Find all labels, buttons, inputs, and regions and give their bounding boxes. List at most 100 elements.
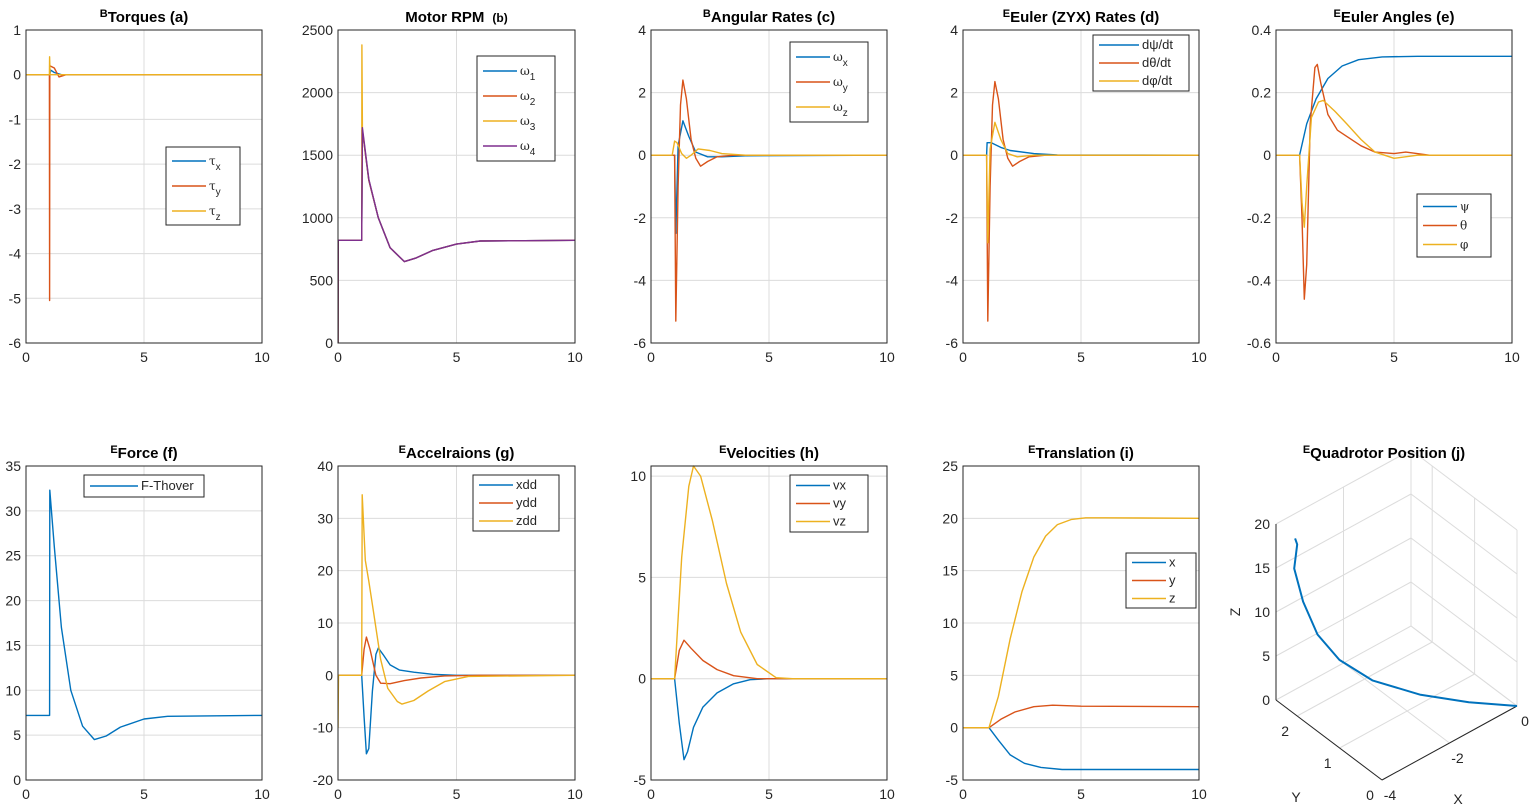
x-tick-label: 10 [879,349,895,365]
title-tag: (b) [492,11,507,25]
y-tick-label: -6 [946,335,959,351]
legend: ψθφ [1416,193,1492,258]
legend: dψ/dt dθ/dt dφ/dt [1092,34,1190,92]
legend-label: x [1169,555,1176,570]
grid-line [1410,449,1518,531]
x-tick-label: 10 [1504,349,1520,365]
chart-title: ETranslation (i) [1028,444,1134,462]
y-tick-label: -2 [946,210,959,226]
title-superscript: B [703,8,711,20]
y-tick-label: -5 [946,772,959,788]
y-tick-label: 10 [317,615,333,631]
chart-c: 0 5 10 -6 -4 -2 0 2 4 BAngular Rates (c) ωx ωy ωz [634,8,895,365]
series-omega_4 [338,127,575,344]
legend: xdd ydd zdd [472,474,560,532]
y-tick-label: 10 [5,682,21,698]
grid-line [1410,581,1518,663]
y-tick-label: 0.4 [1252,22,1272,38]
legend-label: zdd [516,513,537,528]
series-x [963,727,1199,771]
series-omega_z [651,140,887,159]
chart-title: Motor RPM (b) [405,9,507,26]
legend-label: ω4 [520,139,536,158]
chart-title: EAccelraions (g) [399,444,515,462]
series-z [963,517,1199,729]
x-tick-label: 10 [254,349,270,365]
series-dpsi_dt [963,142,1199,156]
x-tick-label: 10 [1191,786,1207,802]
y-tick-label: 20 [5,593,21,609]
series-zdd [338,494,575,728]
y-tick-label: 5 [950,667,958,683]
legend-label: y [1169,573,1176,588]
series-trajectory [1293,538,1518,707]
x-tick-label: 0 [959,786,967,802]
x-tick-label: 0 [959,349,967,365]
y-tick-label: 0.2 [1252,85,1272,101]
y-tick-label: 10 [942,615,958,631]
x-tick-label: 0 [1521,713,1529,729]
title-superscript: E [110,444,117,456]
axes-box [25,465,263,781]
x-tick-label: 0 [647,349,655,365]
y-tick-label: 30 [317,510,333,526]
y-tick-label: -5 [634,772,647,788]
y-axis-label: Y [1291,789,1301,805]
y-tick-label: -2 [634,210,647,226]
series-theta [1276,63,1512,300]
x-tick-label: -4 [1384,787,1397,803]
title-text: Force (f) [118,445,178,462]
series-omega_y [651,79,887,322]
legend-label: θ [1460,219,1467,233]
y-tick-label: 0 [950,720,958,736]
chart-title: EVelocities (h) [719,444,819,462]
y-tick-label: 0 [325,335,333,351]
x-tick-label: 5 [453,786,461,802]
legend-label: ydd [516,495,537,510]
legend-label: dφ/dt [1142,73,1173,88]
title-text: Angular Rates (c) [711,9,835,26]
x-tick-label: 5 [1077,786,1085,802]
legend-label: τx [209,154,221,173]
y-tick-label: 25 [942,458,958,474]
chart-title: EEuler Angles (e) [1334,8,1455,26]
y-tick-label: 4 [638,22,646,38]
series-dtheta_dt [963,80,1199,322]
legend: τx τy τz [165,146,241,226]
legend-label: dψ/dt [1142,37,1173,52]
y-tick-label: -1 [9,111,22,127]
legend: F-Thover [83,474,205,498]
x-tick-label: 10 [567,786,583,802]
legend-label: τz [209,204,221,223]
title-text: Accelraions (g) [406,445,514,462]
grid-line [1296,641,1433,717]
z-tick-label: 5 [1262,648,1270,664]
y-tick-label: 20 [942,510,958,526]
chart-f: 0 5 10 0 5 10 15 20 25 30 35 EForce (f) F-Thover [5,444,270,802]
y-tick-label: 2 [1281,723,1289,739]
series-psi [1276,55,1512,156]
x-tick-label: 10 [1191,349,1207,365]
axes-box [337,465,576,781]
x-tick-label: 5 [765,786,773,802]
y-tick-label: -10 [313,720,333,736]
chart-a: 0 5 10 -6 -5 -4 -3 -2 -1 0 1 BTorques (a) τx τy τz [9,8,270,365]
title-text: Euler Angles (e) [1341,9,1455,26]
x-tick-label: 0 [22,349,30,365]
legend-label: ω2 [520,89,536,108]
x-tick-label: 5 [140,786,148,802]
legend-label: vz [833,514,846,529]
title-text: Translation (i) [1036,445,1134,462]
legend: xyz [1125,552,1197,609]
y-tick-label: 0 [13,772,21,788]
legend-label: ψ [1460,200,1469,214]
y-tick-label: 5 [13,727,21,743]
title-superscript: B [100,8,108,20]
y-tick-label: 500 [310,272,334,288]
y-tick-label: 10 [630,468,646,484]
y-tick-label: -0.6 [1247,335,1271,351]
y-tick-label: -5 [9,290,22,306]
chart-g: 0 5 10 -20 -10 0 10 20 30 40 EAccelraions (g)xdd yd… [313,444,583,802]
x-tick-label: 10 [879,786,895,802]
